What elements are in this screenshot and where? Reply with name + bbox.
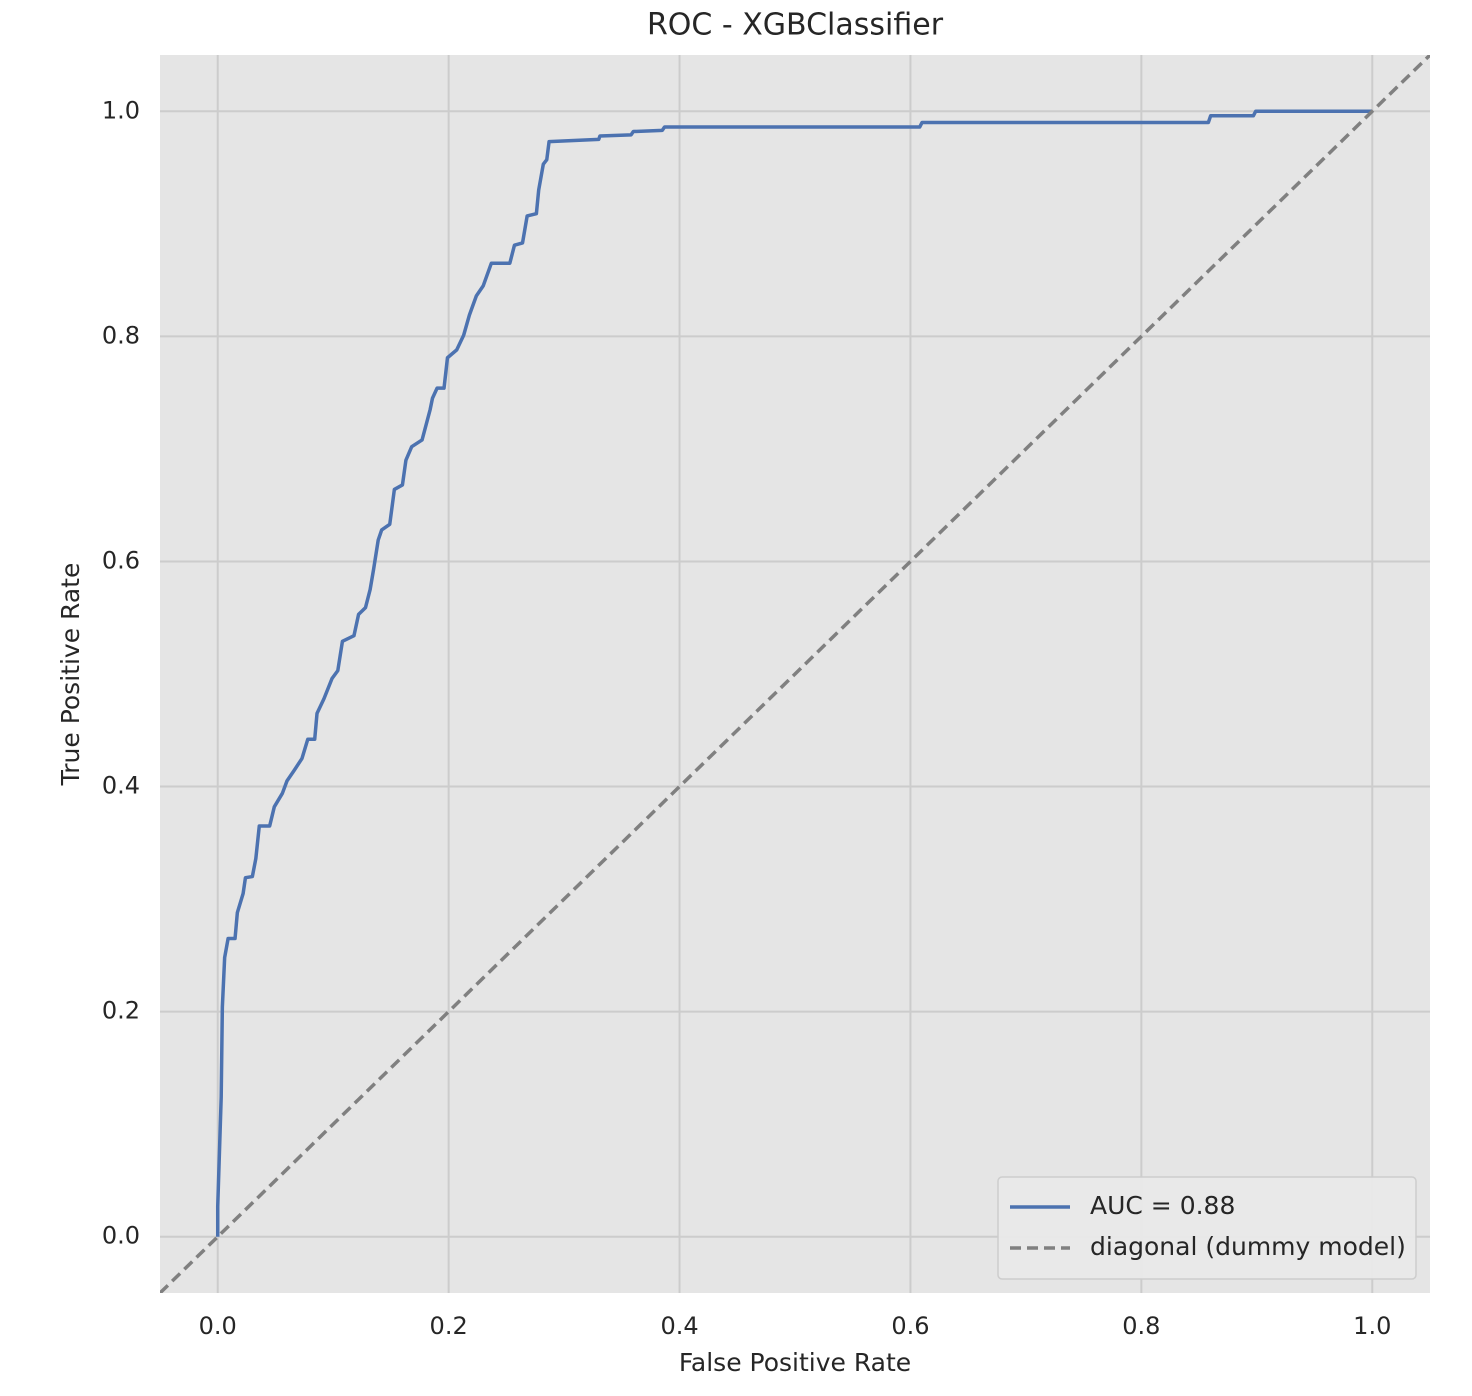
y-tick-label: 0.2	[102, 997, 140, 1025]
lines	[160, 55, 1430, 1293]
chart-title: ROC - XGBClassifier	[647, 8, 944, 43]
grid	[160, 55, 1430, 1293]
x-tick-label: 0.6	[891, 1312, 929, 1340]
x-tick-label: 0.8	[1122, 1312, 1160, 1340]
legend-label: AUC = 0.88	[1090, 1191, 1235, 1220]
y-axis-label: True Positive Rate	[56, 563, 85, 787]
y-tick-label: 1.0	[102, 96, 140, 124]
y-tick-label: 0.4	[102, 772, 140, 800]
series-line	[215, 109, 1373, 1237]
x-tick-label: 0.2	[430, 1312, 468, 1340]
legend: AUC = 0.88 diagonal (dummy model)	[997, 1176, 1417, 1280]
x-tick-label: 1.0	[1353, 1312, 1391, 1340]
x-tick-label: 0.4	[660, 1312, 698, 1340]
x-tick-label: 0.0	[199, 1312, 237, 1340]
y-tick-label: 0.6	[102, 546, 140, 574]
legend-label: diagonal (dummy model)	[1090, 1232, 1406, 1261]
x-axis-label: False Positive Rate	[679, 1348, 911, 1377]
series-line	[160, 55, 1430, 1293]
legend-box	[997, 1176, 1417, 1280]
y-tick-label: 0.0	[102, 1222, 140, 1250]
y-tick-label: 0.8	[102, 321, 140, 349]
